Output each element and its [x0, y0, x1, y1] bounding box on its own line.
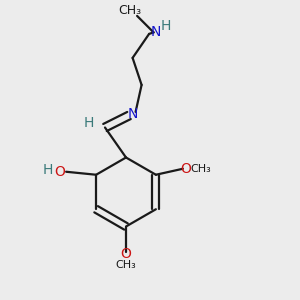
Text: N: N: [128, 107, 138, 121]
Text: CH₃: CH₃: [116, 260, 136, 271]
Text: H: H: [83, 116, 94, 130]
Text: CH₃: CH₃: [190, 164, 211, 174]
Text: N: N: [151, 25, 161, 38]
Text: O: O: [54, 165, 65, 179]
Text: H: H: [43, 163, 53, 177]
Text: CH₃: CH₃: [118, 4, 141, 17]
Text: H: H: [161, 19, 171, 33]
Text: O: O: [121, 247, 131, 260]
Text: O: O: [180, 162, 191, 176]
